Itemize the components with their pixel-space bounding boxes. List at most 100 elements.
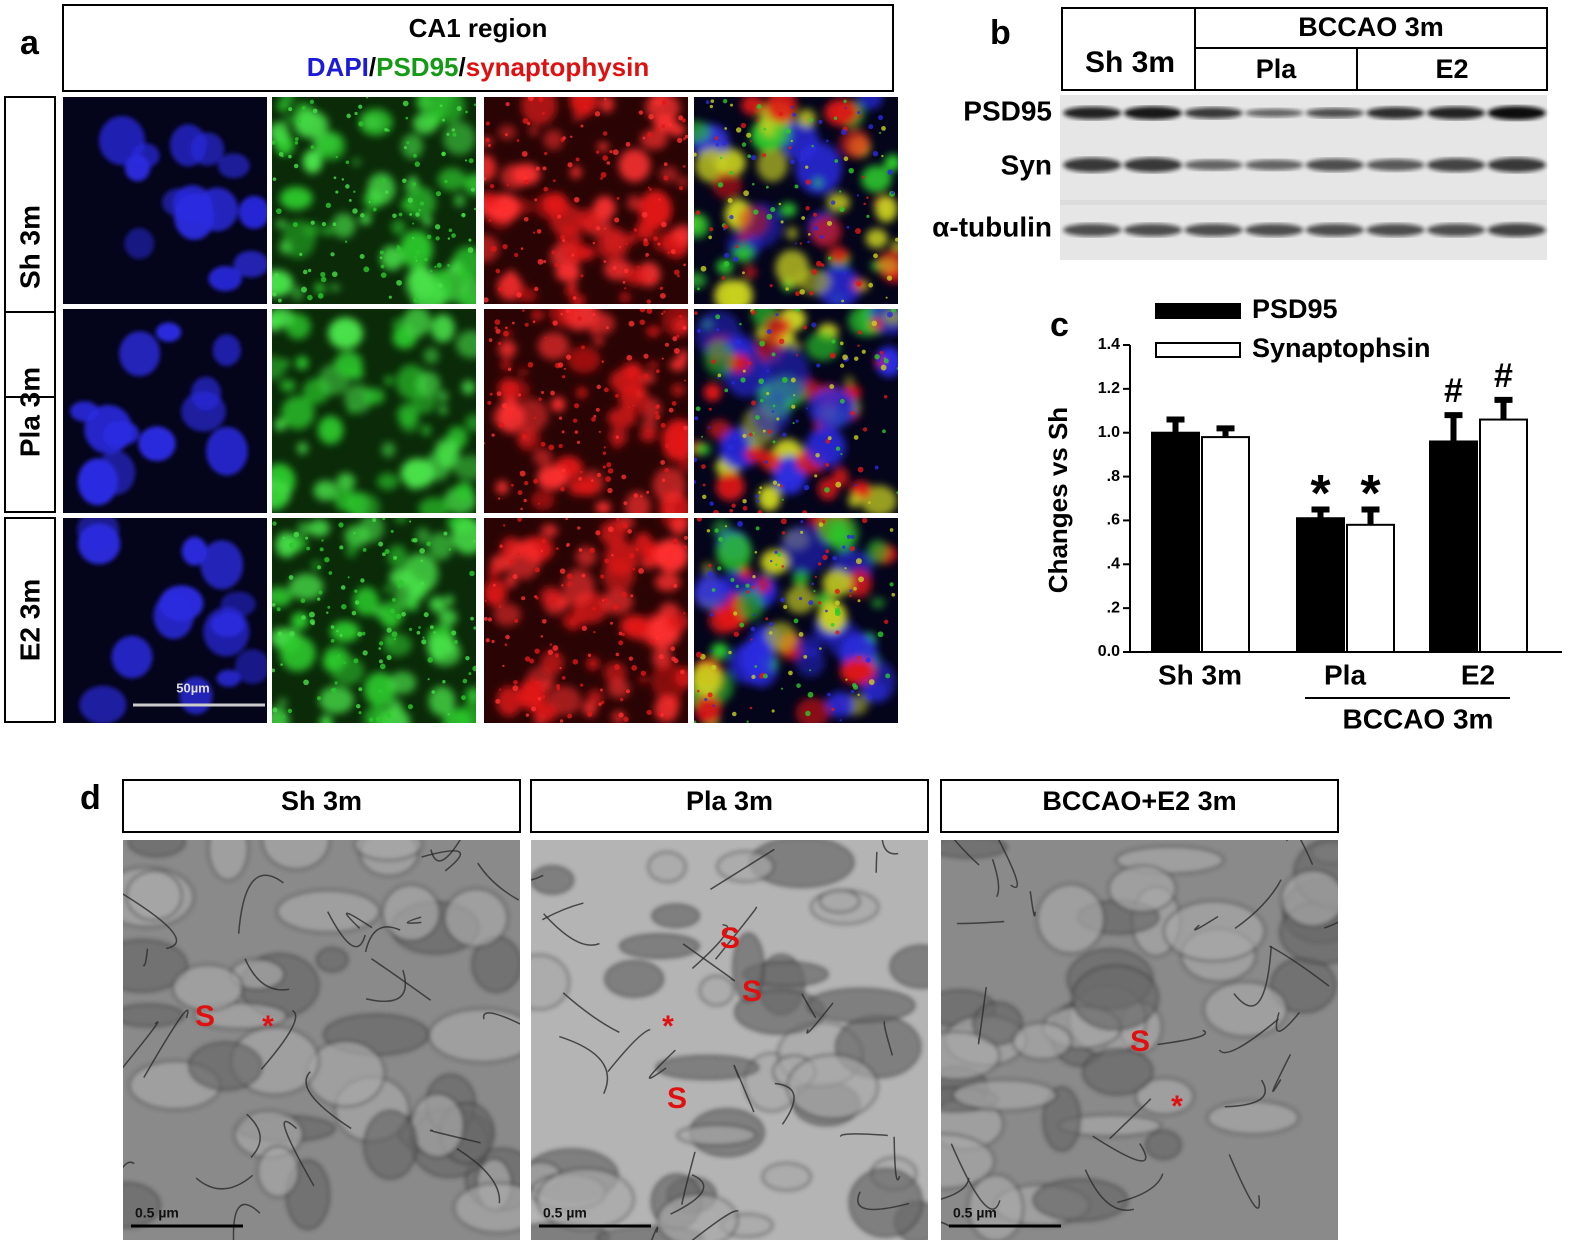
speck — [561, 468, 566, 473]
speck — [716, 376, 720, 379]
panel-title-box — [530, 779, 929, 833]
speck — [694, 479, 697, 484]
panel-title-box — [940, 779, 1339, 833]
blob — [549, 203, 584, 237]
membrane — [364, 926, 401, 953]
speck — [839, 341, 844, 346]
speck — [592, 312, 596, 317]
blob — [497, 273, 523, 301]
speck — [808, 600, 814, 606]
speck — [707, 571, 714, 578]
speck — [340, 585, 346, 590]
speck — [755, 494, 759, 498]
speck — [514, 618, 519, 623]
speck — [596, 150, 600, 154]
speck — [537, 502, 540, 505]
blob — [153, 592, 194, 640]
blob — [648, 361, 658, 370]
blob — [279, 379, 296, 392]
organelle — [1082, 1047, 1154, 1096]
blob — [387, 544, 408, 568]
speck — [852, 684, 859, 690]
blob — [279, 635, 316, 672]
speck — [409, 212, 413, 216]
speck — [734, 339, 741, 346]
speck — [589, 547, 595, 554]
speck — [540, 549, 544, 552]
speck — [356, 703, 361, 709]
speck — [695, 651, 702, 658]
speck — [505, 634, 510, 640]
panel-label: a — [20, 24, 40, 62]
membrane — [883, 1020, 894, 1056]
significance-marker: # — [1494, 357, 1513, 395]
blob — [382, 633, 412, 657]
blob — [394, 518, 408, 523]
speck — [829, 384, 835, 389]
blob — [677, 350, 688, 362]
speck — [499, 544, 503, 548]
speck — [739, 322, 742, 326]
speck — [780, 687, 784, 690]
blob — [786, 226, 798, 240]
blob — [640, 129, 668, 150]
speck — [883, 619, 889, 625]
speck — [718, 536, 724, 542]
speck — [522, 117, 529, 124]
speck — [618, 245, 621, 248]
speck — [724, 388, 729, 393]
speck — [715, 314, 721, 320]
speck — [587, 711, 593, 717]
speck — [467, 247, 474, 253]
blot-band — [1123, 223, 1183, 237]
micrograph — [484, 518, 688, 723]
blot-band — [1487, 106, 1546, 120]
speck — [723, 224, 729, 230]
speck — [780, 518, 787, 525]
texture — [484, 97, 688, 304]
blob — [765, 621, 797, 653]
speck — [824, 487, 830, 493]
speck — [331, 271, 338, 278]
speck — [487, 617, 493, 622]
speck — [647, 131, 653, 138]
speck — [849, 546, 855, 552]
speck — [603, 260, 607, 263]
speck — [451, 630, 457, 636]
speck — [768, 631, 773, 635]
speck — [606, 326, 609, 330]
speck — [317, 597, 321, 601]
blot-band — [1426, 158, 1486, 172]
blob — [703, 383, 722, 402]
blob — [334, 487, 356, 512]
blob — [624, 491, 651, 513]
speck — [577, 526, 581, 530]
speck — [650, 639, 655, 644]
blob — [638, 675, 648, 684]
speck — [599, 688, 603, 692]
speck — [642, 136, 646, 140]
speck — [751, 674, 756, 680]
membrane — [733, 1064, 755, 1113]
membrane — [839, 1133, 888, 1138]
blob — [822, 569, 853, 597]
organelle — [676, 1124, 757, 1147]
membrane — [1218, 1018, 1279, 1054]
blob — [603, 661, 627, 684]
blob — [595, 501, 611, 513]
micrograph — [694, 97, 898, 304]
blob — [428, 686, 456, 716]
legend-label: PSD95 — [1252, 294, 1338, 324]
blob — [620, 384, 650, 416]
speck — [628, 553, 635, 559]
speck — [839, 363, 845, 368]
speck — [412, 222, 415, 225]
speck — [352, 208, 358, 214]
speck — [312, 108, 318, 114]
blob — [740, 636, 775, 679]
speck — [664, 443, 671, 449]
speck — [408, 627, 413, 632]
blob — [425, 451, 451, 481]
speck — [858, 576, 865, 583]
speck — [610, 621, 613, 625]
